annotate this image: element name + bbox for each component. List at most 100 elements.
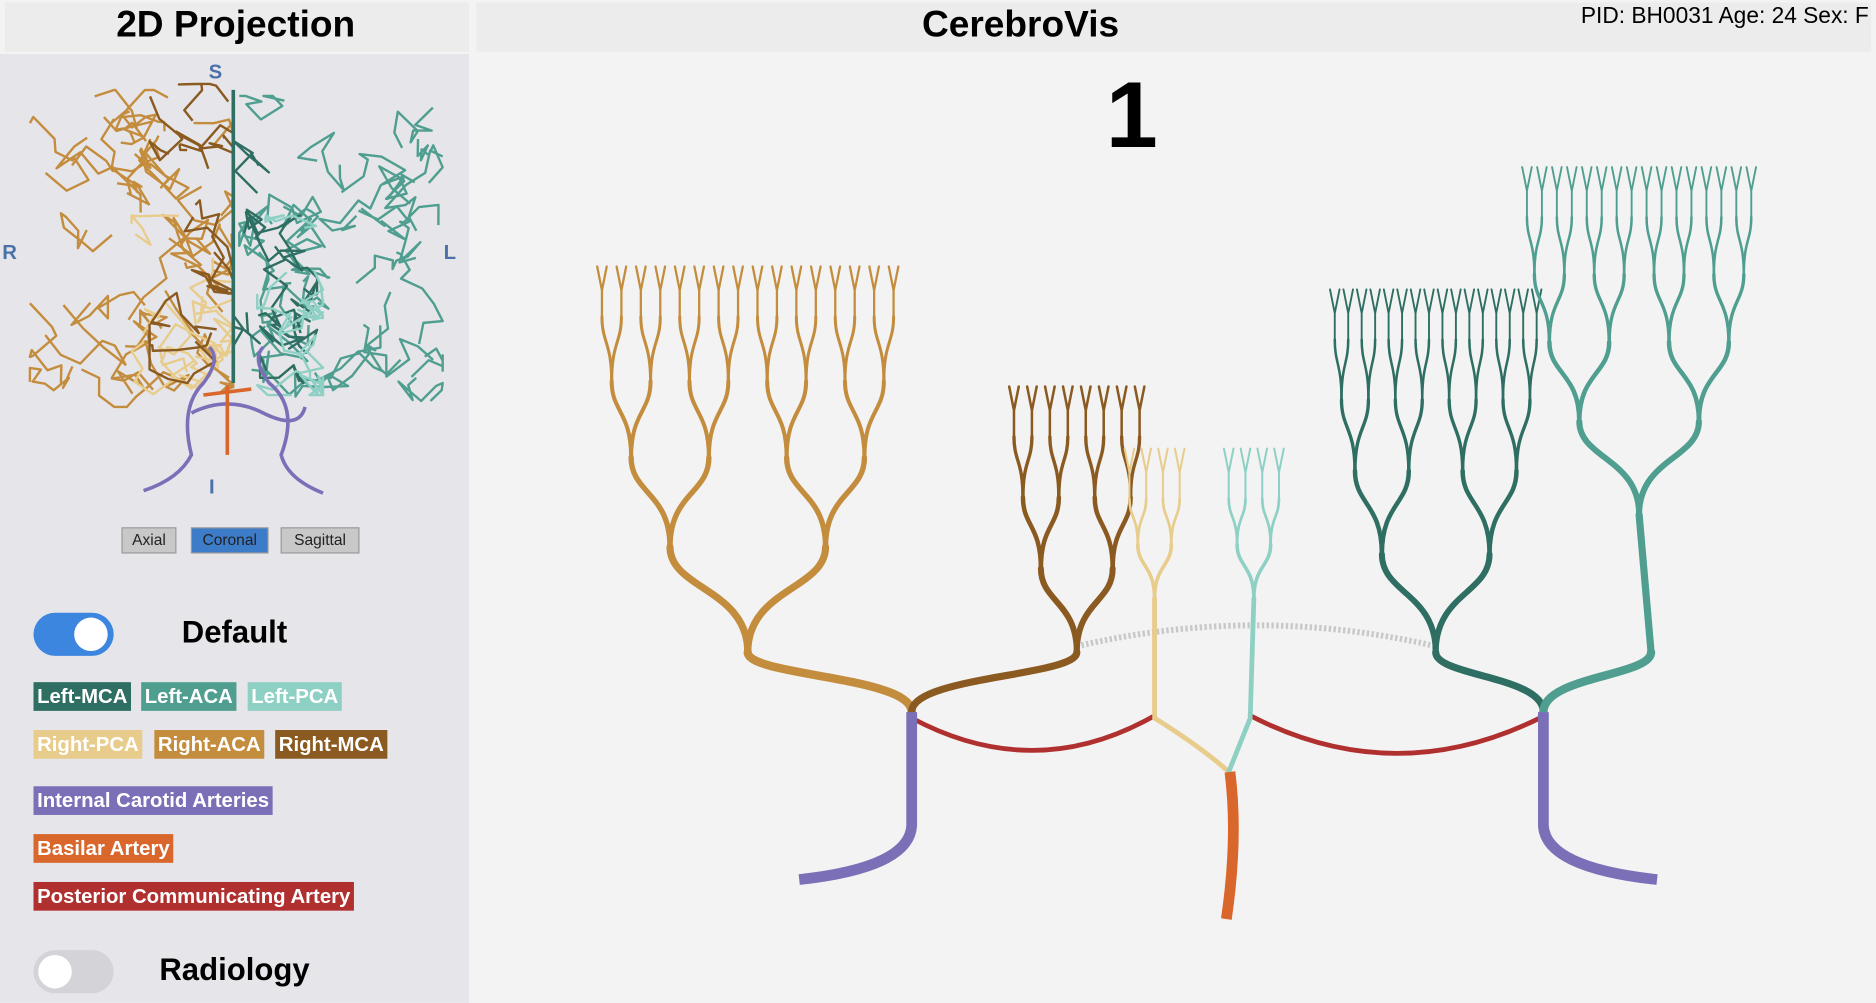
vessel	[1463, 288, 1476, 341]
projected-vessel	[59, 212, 113, 253]
vessel	[798, 712, 918, 885]
legend-item[interactable]: Left-MCA	[33, 682, 132, 711]
projected-vessel	[242, 216, 306, 272]
orientation-label: R	[2, 242, 17, 264]
projected-vessel	[148, 323, 213, 352]
projected-vessel	[318, 184, 383, 232]
legend-chip	[33, 730, 143, 759]
vessel	[1432, 648, 1547, 716]
vessel	[862, 379, 886, 460]
vessel	[1432, 551, 1493, 656]
vessel	[1460, 398, 1478, 473]
legend-item[interactable]: Left-ACA	[141, 682, 237, 711]
main-header	[476, 2, 1872, 52]
vessel	[1247, 713, 1543, 756]
vessel	[1521, 166, 1533, 219]
button-bg	[190, 527, 269, 554]
view-button[interactable]: Coronal	[190, 527, 269, 554]
projected-vessel	[28, 365, 74, 392]
legend-item[interactable]: Basilar Artery	[33, 834, 174, 863]
view-button[interactable]: Sagittal	[280, 527, 360, 554]
legend-label: Basilar Artery	[37, 838, 170, 860]
vessel	[1539, 648, 1656, 717]
vessel	[1115, 385, 1128, 439]
legend-chip	[275, 730, 388, 759]
vessel	[1076, 622, 1437, 650]
view-button[interactable]: Axial	[121, 527, 177, 554]
vessel	[615, 265, 628, 318]
projected-vessel	[256, 271, 293, 330]
legend-item[interactable]: Posterior Communicating Artery	[33, 881, 354, 911]
vessel	[1742, 216, 1753, 276]
toggle[interactable]: Default	[33, 612, 288, 656]
view-number: 1	[1106, 63, 1158, 167]
vessel	[1329, 288, 1341, 341]
legend-label: Left-ACA	[145, 686, 233, 708]
legend-label: Right-PCA	[37, 734, 139, 756]
vessel	[743, 648, 916, 717]
vessel	[783, 454, 829, 550]
legend-item[interactable]: Right-PCA	[33, 730, 143, 759]
vessel	[771, 265, 783, 318]
legend-item[interactable]: Right-ACA	[154, 730, 265, 759]
legend-item[interactable]: Internal Carotid Arteries	[33, 786, 273, 815]
vessel	[1025, 385, 1038, 439]
projected-vessel	[393, 106, 434, 149]
vessel	[1239, 447, 1252, 500]
vessel	[1640, 166, 1653, 219]
brain-projection	[28, 82, 444, 495]
projected-vessel	[158, 323, 224, 373]
toggle[interactable]: Radiology	[33, 950, 311, 994]
vessel	[1133, 385, 1146, 439]
vessel	[628, 454, 673, 550]
vessel	[1061, 385, 1074, 439]
vessel	[1136, 497, 1148, 546]
projected-vessel	[80, 368, 181, 409]
vessel	[1269, 497, 1281, 546]
vessel	[843, 315, 857, 383]
projected-vessel	[410, 347, 444, 378]
vessel	[673, 265, 686, 318]
projected-vessel	[238, 205, 269, 248]
vessel	[790, 265, 803, 318]
vessel	[1528, 338, 1538, 402]
projected-vessel	[189, 257, 232, 323]
legend-label: Right-MCA	[279, 734, 384, 756]
projected-vessel	[130, 214, 180, 247]
button-label: Coronal	[202, 532, 256, 549]
projected-vessel	[44, 304, 127, 366]
vessel	[634, 265, 647, 318]
app-title: CerebroVis	[922, 2, 1119, 44]
legend-item[interactable]: Right-MCA	[275, 730, 388, 759]
projected-vessel	[256, 350, 325, 397]
vessel	[596, 265, 608, 318]
legend-label: Right-ACA	[158, 734, 261, 756]
vessel	[1700, 166, 1713, 219]
vessel	[1447, 338, 1458, 402]
vessel	[1423, 288, 1435, 341]
vessel	[1021, 435, 1034, 499]
projected-vessel	[149, 291, 217, 335]
vessel	[1490, 288, 1503, 341]
legend-item[interactable]: Left-PCA	[247, 682, 342, 711]
legend-label: Left-MCA	[37, 686, 128, 708]
vessel	[1093, 435, 1106, 499]
orientation-label: I	[209, 477, 215, 499]
vessel	[1007, 385, 1021, 439]
vessel	[1235, 497, 1247, 546]
vessel	[1727, 272, 1746, 344]
vessel	[1670, 166, 1683, 219]
legend-chip	[33, 881, 354, 911]
projected-vessel	[326, 352, 384, 392]
vessel	[1715, 166, 1728, 219]
projected-vessel	[281, 203, 327, 249]
vessel	[1252, 542, 1273, 601]
toggle-knob	[38, 954, 72, 989]
orientation-label: S	[209, 62, 223, 84]
vessel	[822, 454, 868, 550]
vessel-tree	[596, 166, 1758, 920]
vessel	[1563, 216, 1574, 276]
projected-vessel	[194, 199, 235, 298]
